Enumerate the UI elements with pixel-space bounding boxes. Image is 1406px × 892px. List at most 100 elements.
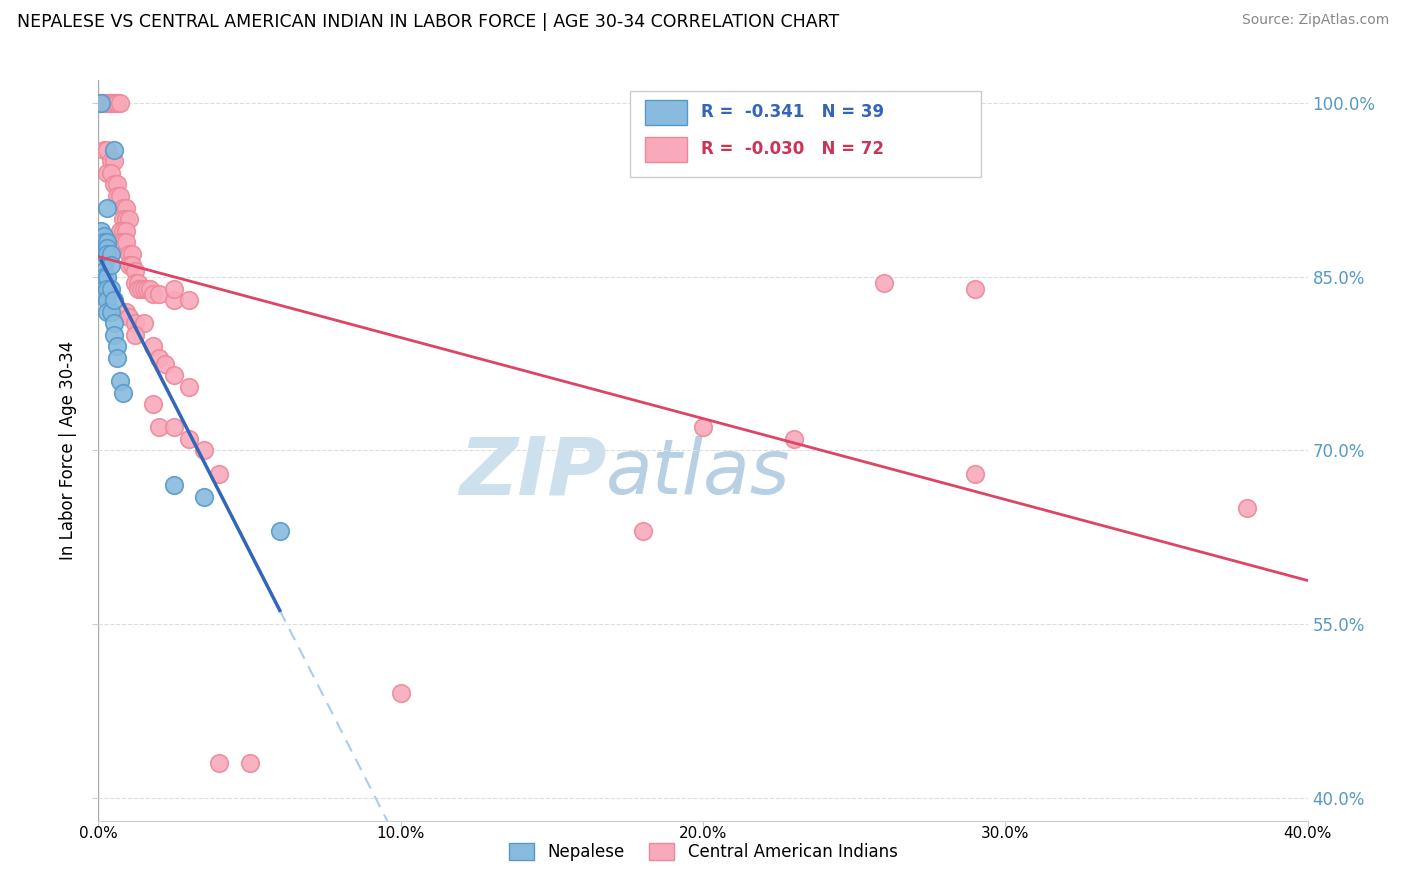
Point [93,264,115,278]
Point [93,235,115,250]
Point [103,327,125,342]
Point [132,281,155,295]
Point [100,259,122,273]
Point [100,281,122,295]
Point [93,276,115,290]
Point [139,281,162,295]
Point [121,247,143,261]
Point [111,212,134,227]
Point [96,269,118,284]
Text: 20.0%: 20.0% [679,826,727,841]
Point [208,467,231,481]
Point [90,96,112,111]
Point [108,189,131,203]
Point [118,259,141,273]
Point [96,96,118,111]
Point [111,241,134,255]
Point [90,235,112,250]
Point [239,756,262,770]
Point [127,281,149,295]
Point [96,293,118,307]
Point [93,269,115,284]
Point [96,304,118,318]
Text: ZIP: ZIP [458,434,606,512]
Point [93,96,115,111]
Point [127,276,149,290]
Point [105,351,128,365]
Text: R =  -0.030   N = 72: R = -0.030 N = 72 [700,140,883,158]
Point [93,143,115,157]
Point [108,374,131,388]
Point [124,316,146,330]
Point [269,524,291,539]
Point [114,212,136,227]
Point [103,293,125,307]
Point [114,224,136,238]
Point [873,276,896,290]
Point [96,241,118,255]
Point [142,287,165,301]
Point [148,287,170,301]
Point [90,235,112,250]
Bar [645,137,688,161]
Text: R =  -0.341   N = 39: R = -0.341 N = 39 [700,103,884,121]
Point [153,357,176,371]
Point [93,247,115,261]
Point [965,281,987,295]
Point [692,420,714,434]
Text: 30.0%: 30.0% [981,826,1029,841]
Point [90,241,112,255]
Point [111,224,134,238]
Point [96,166,118,180]
Point [135,281,157,295]
Point [100,154,122,169]
Point [103,96,125,111]
Point [163,478,186,492]
Point [105,178,128,192]
Point [111,235,134,250]
Point [96,143,118,157]
Point [163,281,186,295]
Point [96,281,118,295]
Point [96,247,118,261]
Point [103,154,125,169]
Point [93,259,115,273]
Point [93,241,115,255]
Point [148,420,170,434]
Point [103,143,125,157]
Text: atlas: atlas [606,435,790,509]
Point [93,287,115,301]
Legend: Nepalese, Central American Indians: Nepalese, Central American Indians [502,837,904,868]
Point [148,351,170,365]
Point [193,443,215,458]
Bar [645,100,688,125]
Point [114,304,136,318]
Point [96,235,118,250]
Text: 0.0%: 0.0% [79,826,118,841]
Point [93,252,115,267]
Point [114,201,136,215]
Point [111,385,134,400]
Point [1236,501,1258,516]
Point [103,178,125,192]
Point [132,316,155,330]
Point [142,339,165,353]
Point [631,524,654,539]
Point [108,96,131,111]
Point [96,96,118,111]
Point [105,339,128,353]
Point [90,96,112,111]
Point [100,247,122,261]
Point [124,264,146,278]
Point [179,432,201,446]
Point [124,327,146,342]
Point [105,96,128,111]
Point [142,397,165,411]
Point [105,189,128,203]
Text: NEPALESE VS CENTRAL AMERICAN INDIAN IN LABOR FORCE | AGE 30-34 CORRELATION CHART: NEPALESE VS CENTRAL AMERICAN INDIAN IN L… [17,13,839,31]
Point [124,276,146,290]
Point [90,224,112,238]
Point [118,310,141,325]
Point [93,229,115,244]
Point [100,96,122,111]
